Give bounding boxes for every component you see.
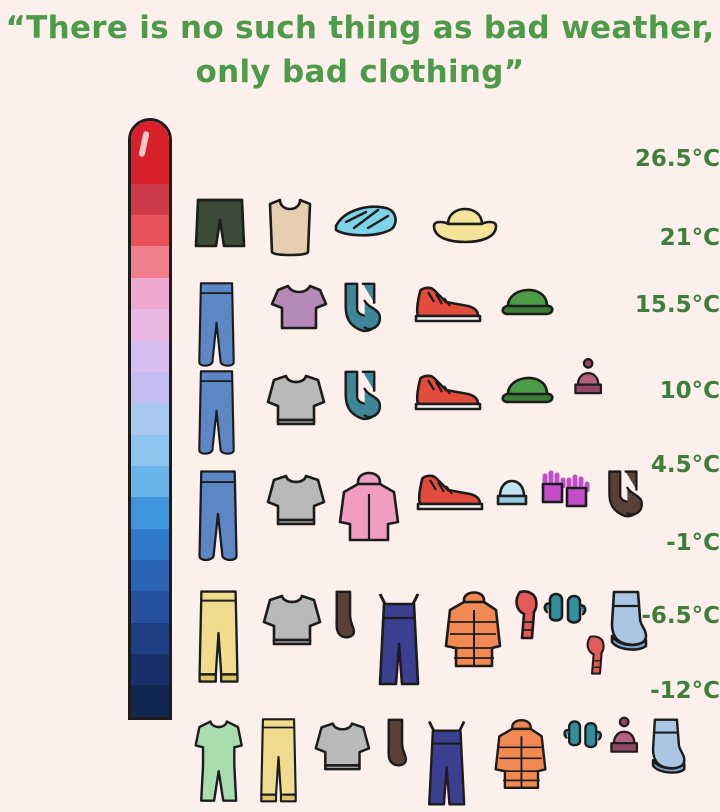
thermometer-segment <box>131 654 169 686</box>
thermometer-segment <box>131 309 169 341</box>
thermometer-segment <box>131 403 169 435</box>
temperature-label: 4.5°C <box>650 452 720 478</box>
thermometer-segment <box>131 685 169 717</box>
thermometer-segment <box>131 183 169 216</box>
temperature-label: -12°C <box>650 678 720 704</box>
scarf-icon <box>584 634 611 675</box>
thermometer-segment <box>131 465 169 498</box>
thermometer-segment <box>131 340 169 372</box>
temperature-label: -6.5°C <box>641 603 720 629</box>
temperature-label: 15.5°C <box>634 292 720 318</box>
thermometer-segment <box>131 152 169 184</box>
thermometer-segment <box>131 622 169 655</box>
thermometer-segment <box>131 277 169 310</box>
thermometer-segment <box>131 434 169 466</box>
temperature-label: -1°C <box>666 530 720 556</box>
thermometer-segment <box>131 371 169 404</box>
thermometer-segment <box>131 591 169 623</box>
temperature-label: 21°C <box>659 225 720 251</box>
title-line-1: “There is no such thing as bad weather, <box>5 10 715 46</box>
winter-hat-icon <box>572 357 604 524</box>
thermometer-segment <box>131 215 169 247</box>
temperature-label: 10°C <box>659 378 720 404</box>
thermometer-segment <box>131 497 169 529</box>
thermometer <box>128 118 172 720</box>
thermometer-segment <box>131 528 169 561</box>
page-title: “There is no such thing as bad weather, … <box>0 6 720 94</box>
thermometer-segment <box>131 560 169 592</box>
title-line-2: only bad clothing” <box>195 54 525 90</box>
thermometer-segment <box>131 246 169 278</box>
thermometer-segment <box>131 121 169 153</box>
temperature-label: 26.5°C <box>634 146 720 172</box>
